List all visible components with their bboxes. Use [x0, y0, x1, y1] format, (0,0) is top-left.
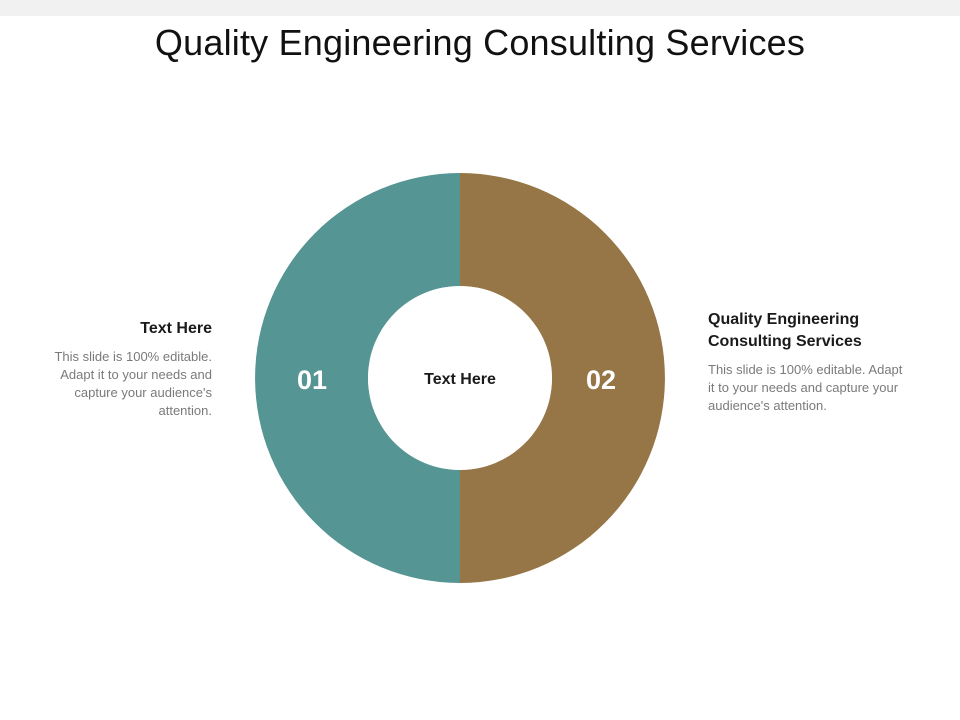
right-heading: Quality Engineering Consulting Services: [708, 311, 862, 350]
donut-segment-02: [460, 173, 665, 583]
right-text-block: Quality Engineering Consulting Services …: [708, 309, 908, 415]
center-label: Text Here: [424, 371, 496, 388]
right-body: This slide is 100% editable. Adapt it to…: [708, 362, 903, 413]
segment-number-02: 02: [586, 365, 616, 395]
left-body: This slide is 100% editable. Adapt it to…: [54, 349, 212, 418]
left-heading: Text Here: [140, 320, 212, 337]
left-text-block: Text Here This slide is 100% editable. A…: [40, 318, 212, 420]
top-strip: [0, 0, 960, 16]
donut-hole: [368, 286, 552, 470]
slide-title: Quality Engineering Consulting Services: [154, 22, 806, 63]
segment-number-01: 01: [297, 365, 327, 395]
donut-segment-01: [255, 173, 460, 583]
